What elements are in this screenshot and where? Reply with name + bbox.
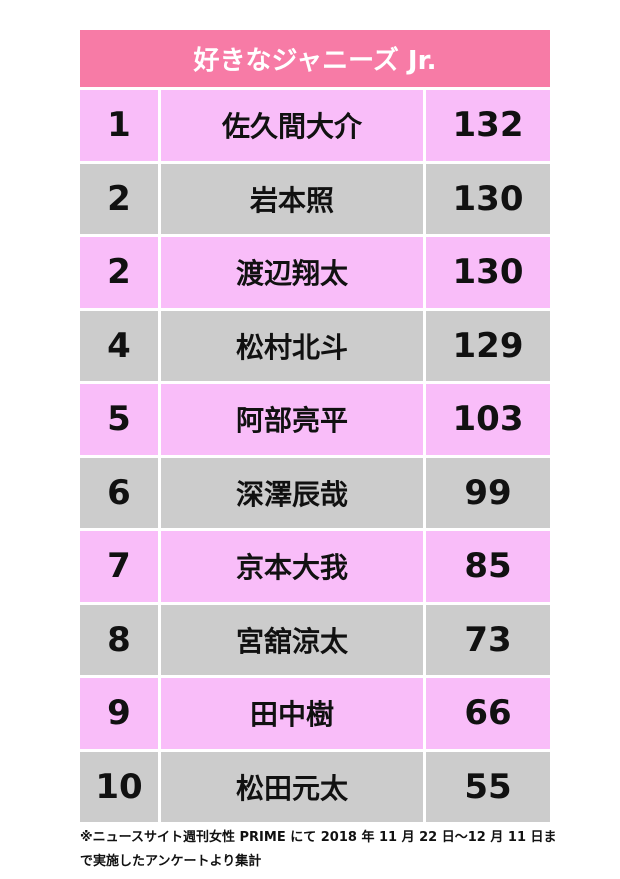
- table-row: 2 渡辺翔太 130: [80, 237, 550, 308]
- name-cell: 宮舘涼太: [161, 604, 423, 675]
- name-cell: 阿部亮平: [161, 384, 423, 455]
- value-cell: 129: [426, 310, 550, 381]
- rank-cell: 9: [80, 678, 158, 749]
- name-cell: 松田元太: [161, 751, 423, 822]
- value-cell: 130: [426, 163, 550, 234]
- table-row: 10 松田元太 55: [80, 751, 550, 822]
- table-row: 4 松村北斗 129: [80, 310, 550, 381]
- name-cell: 岩本照: [161, 163, 423, 234]
- name-cell: 松村北斗: [161, 310, 423, 381]
- rank-cell: 6: [80, 457, 158, 528]
- name-cell: 深澤辰哉: [161, 457, 423, 528]
- name-cell: 田中樹: [161, 678, 423, 749]
- rank-cell: 4: [80, 310, 158, 381]
- table-row: 9 田中樹 66: [80, 678, 550, 749]
- rank-cell: 2: [80, 237, 158, 308]
- rank-cell: 2: [80, 163, 158, 234]
- name-cell: 佐久間大介: [161, 90, 423, 161]
- table-row: 8 宮舘涼太 73: [80, 604, 550, 675]
- value-cell: 132: [426, 90, 550, 161]
- value-cell: 130: [426, 237, 550, 308]
- table-row: 6 深澤辰哉 99: [80, 457, 550, 528]
- value-cell: 55: [426, 751, 550, 822]
- table-row: 1 佐久間大介 132: [80, 90, 550, 161]
- rank-cell: 10: [80, 751, 158, 822]
- table-row: 2 岩本照 130: [80, 163, 550, 234]
- table-row: 7 京本大我 85: [80, 531, 550, 602]
- value-cell: 66: [426, 678, 550, 749]
- rank-cell: 1: [80, 90, 158, 161]
- value-cell: 85: [426, 531, 550, 602]
- value-cell: 99: [426, 457, 550, 528]
- name-cell: 京本大我: [161, 531, 423, 602]
- name-cell: 渡辺翔太: [161, 237, 423, 308]
- table-title: 好きなジャニーズ Jr.: [80, 30, 550, 87]
- value-cell: 73: [426, 604, 550, 675]
- value-cell: 103: [426, 384, 550, 455]
- rank-cell: 7: [80, 531, 158, 602]
- ranking-table: 好きなジャニーズ Jr. 1 佐久間大介 132 2 岩本照 130 2 渡辺翔太 130 4 松村…: [80, 30, 550, 825]
- rank-cell: 8: [80, 604, 158, 675]
- rank-cell: 5: [80, 384, 158, 455]
- table-row: 5 阿部亮平 103: [80, 384, 550, 455]
- footnote: ※ニュースサイト週刊女性 PRIME にて 2018 年 11 月 22 日〜1…: [80, 830, 557, 869]
